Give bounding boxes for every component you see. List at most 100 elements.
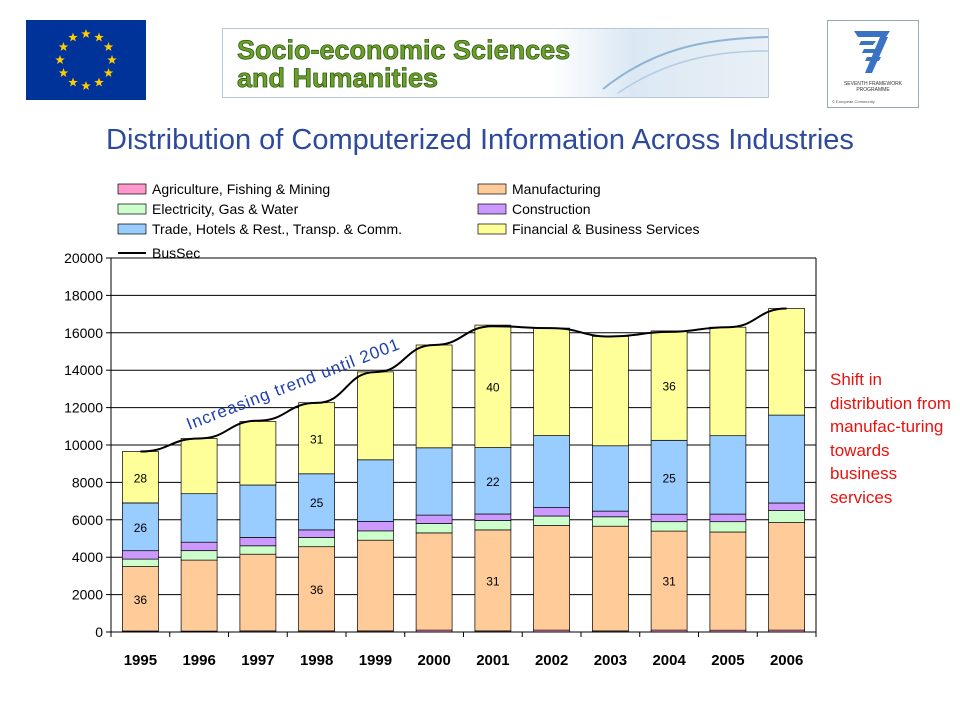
bar-segment	[357, 521, 394, 532]
bar-segment	[709, 435, 747, 515]
bar-segment	[474, 324, 512, 448]
bar-segment	[180, 438, 218, 495]
data-label: 31	[662, 575, 676, 589]
x-tick-label: 1998	[300, 652, 333, 669]
y-tick-label: 16000	[64, 325, 103, 341]
y-tick-label: 18000	[64, 287, 103, 303]
data-label: 31	[486, 574, 500, 588]
eu-star-icon	[103, 42, 114, 52]
bar-segment	[709, 513, 747, 523]
fp7-copyright: © European Community	[832, 99, 875, 104]
bar-segment	[415, 344, 453, 449]
eu-star-icon	[68, 32, 78, 42]
bar-segment	[709, 326, 747, 437]
chart-axes: 0 2000 4000 6000 8000 10000 12000 14000 16000 180…	[64, 250, 817, 669]
fp7-graphic: SEVENTH FRAMEWORK PROGRAMME © European C…	[832, 31, 903, 104]
bar-segment	[592, 336, 629, 447]
chart-bars	[122, 308, 805, 633]
bar-segment	[592, 510, 629, 518]
x-tick-label: 2003	[594, 652, 627, 669]
x-tick-label: 2001	[476, 652, 509, 669]
data-label: 40	[486, 380, 500, 394]
bar-segment	[533, 435, 570, 508]
x-tick-label: 2004	[652, 652, 686, 669]
data-label: 28	[134, 471, 148, 485]
bar-segment	[415, 532, 453, 631]
bar-segment	[415, 514, 453, 524]
bar-segment	[768, 502, 805, 511]
bar-segment	[650, 330, 688, 441]
fp7-logo: SEVENTH FRAMEWORK PROGRAMME © European C…	[827, 20, 919, 108]
y-tick-label: 6000	[72, 512, 103, 528]
bar-segment	[533, 507, 570, 517]
data-label: 25	[662, 471, 676, 485]
bar-segment	[474, 447, 512, 515]
x-tick-label: 2005	[711, 652, 744, 669]
bar-segment	[474, 520, 512, 531]
banner-line1: Socio-economic Sciences	[237, 35, 570, 65]
bar-segment	[122, 566, 159, 632]
y-tick-label: 20000	[64, 250, 103, 266]
x-tick-label: 1995	[124, 652, 157, 669]
bar-segment	[592, 525, 629, 632]
bar-segment	[180, 493, 218, 543]
bar-segment	[180, 550, 218, 561]
fp7-seven-icon	[854, 31, 890, 73]
y-tick-label: 14000	[64, 362, 103, 378]
x-tick-label: 2002	[535, 652, 568, 669]
bar-segment	[533, 525, 570, 631]
bar-segment	[357, 371, 394, 461]
x-tick-label: 1996	[182, 652, 215, 669]
data-label: 22	[486, 475, 500, 489]
y-tick-label: 2000	[72, 587, 103, 603]
legend-swatch	[117, 203, 147, 215]
y-tick-label: 0	[95, 624, 103, 640]
bussec-line-layer	[140, 307, 787, 453]
eu-star-icon	[107, 55, 117, 65]
bar-segment	[533, 327, 570, 436]
bar-segment	[239, 421, 277, 486]
legend-label: BusSec	[152, 245, 200, 261]
ssh-banner-logo: Socio-economic Sciences and Humanities	[222, 28, 769, 98]
bar-segment	[474, 513, 512, 521]
bar-segment	[357, 459, 394, 522]
legend-label: Electricity, Gas & Water	[152, 201, 299, 217]
data-label: 36	[310, 583, 324, 597]
legend-label: Manufacturing	[512, 181, 601, 197]
chart-gridlines	[111, 257, 816, 633]
bar-segment	[180, 541, 218, 551]
legend-swatch	[477, 183, 507, 195]
eu-star-icon	[68, 77, 78, 87]
legend-label: Construction	[512, 201, 591, 217]
bar-segment	[180, 559, 218, 632]
bar-segment	[357, 530, 394, 541]
bar-segment	[768, 308, 805, 416]
legend-swatch	[117, 223, 147, 235]
data-label: 26	[134, 521, 148, 535]
y-tick-label: 10000	[64, 437, 103, 453]
bar-segment	[592, 516, 629, 527]
eu-star-icon	[58, 68, 69, 78]
eu-star-icon	[81, 81, 91, 91]
fp7-line2: PROGRAMME	[856, 87, 890, 93]
legend-label: Financial & Business Services	[512, 221, 700, 237]
banner-swoosh-icon	[617, 50, 769, 94]
data-label: 25	[310, 496, 324, 510]
bar-segment	[709, 521, 747, 533]
x-tick-label: 2000	[417, 652, 450, 669]
eu-stars-icon	[55, 29, 117, 91]
x-tick-label: 1999	[359, 652, 392, 669]
banner-swoosh-icon	[602, 36, 769, 90]
y-tick-label: 12000	[64, 400, 103, 416]
bar-segment	[650, 530, 688, 631]
bar-segment	[122, 550, 159, 560]
legend-swatch	[117, 183, 147, 195]
bar-segment	[650, 521, 688, 532]
legend-swatch	[477, 223, 507, 235]
bar-segment	[298, 529, 335, 538]
bar-segment	[357, 539, 394, 632]
bar-segment	[122, 502, 159, 552]
banner-line2: and Humanities	[237, 63, 438, 93]
eu-star-icon	[94, 77, 104, 87]
eu-flag-logo	[26, 20, 146, 100]
